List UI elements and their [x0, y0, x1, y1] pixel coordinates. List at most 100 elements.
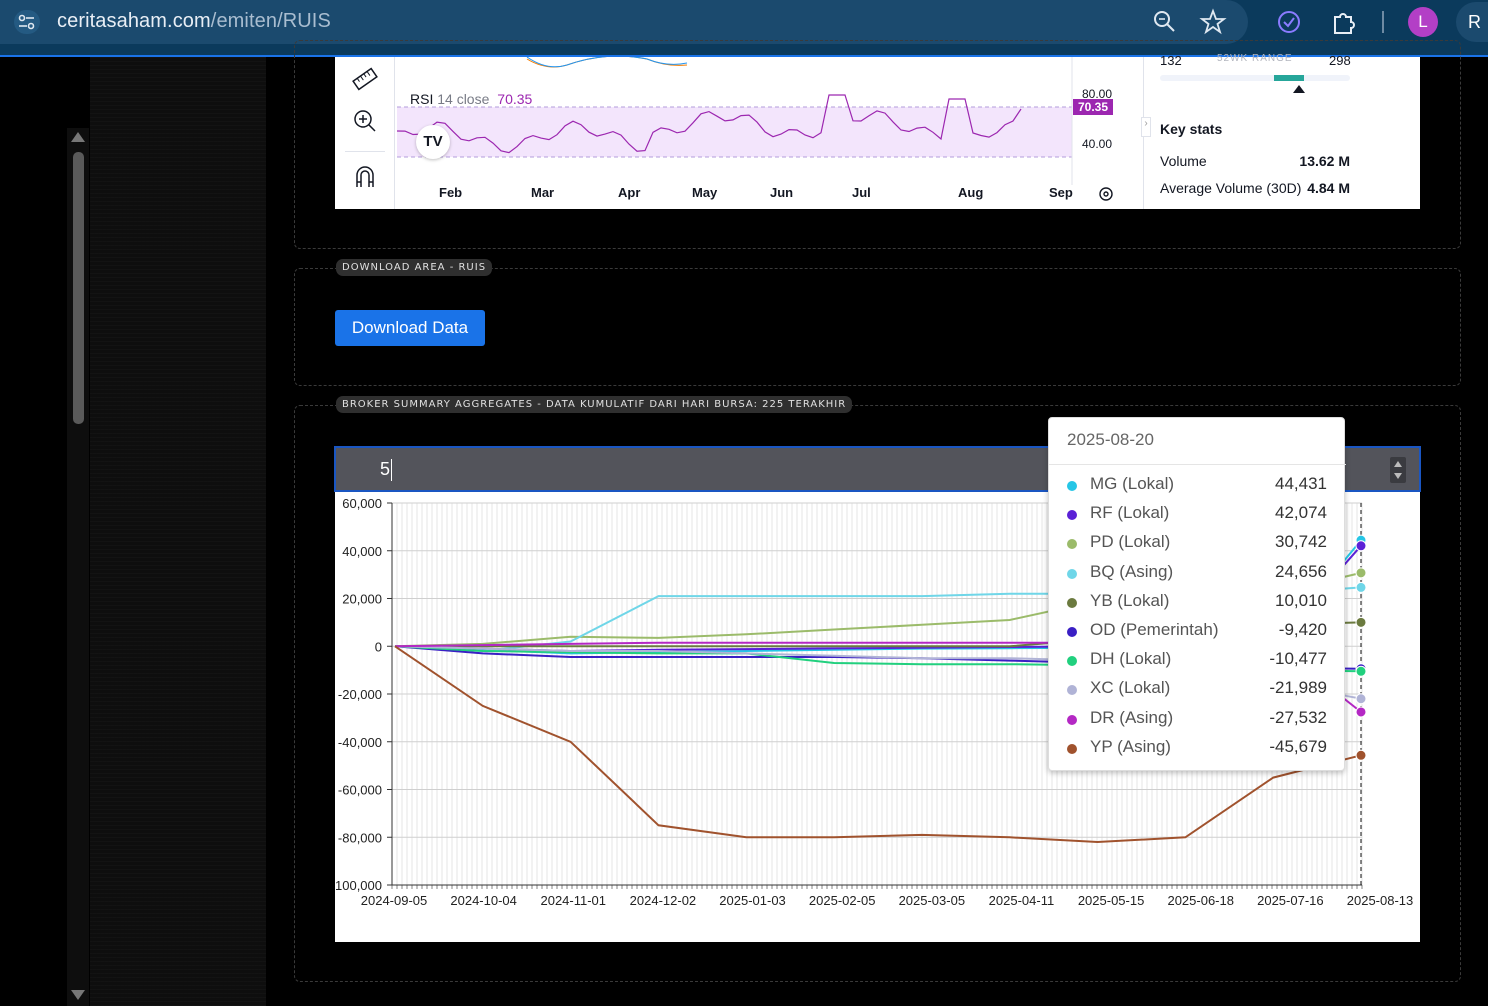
- tooltip-series-value: 30,742: [1275, 532, 1327, 552]
- y-tick-label: -60,000: [338, 783, 382, 798]
- series-endpoint-marker: [1355, 616, 1367, 628]
- series-dot-icon: [1067, 685, 1077, 696]
- y-tick-label: 20,000: [342, 592, 382, 607]
- range-marker-icon: [1293, 85, 1305, 93]
- avg-volume-label: Average Volume (30D): [1160, 180, 1302, 196]
- tooltip-row: MG (Lokal) 44,431: [1067, 474, 1329, 498]
- extensions-puzzle-icon[interactable]: [1330, 8, 1358, 36]
- tooltip-row: OD (Pemerintah) -9,420: [1067, 620, 1329, 644]
- settings-gear-icon[interactable]: [1097, 185, 1115, 208]
- tooltip-series-name: OD (Pemerintah): [1090, 620, 1219, 639]
- range-label: 52WK RANGE: [1217, 53, 1293, 64]
- tv-price-chart[interactable]: RSI 14 close 70.35 TV 80.00 70.35 40.00 …: [396, 55, 1142, 209]
- tooltip-series-name: BQ (Asing): [1090, 561, 1174, 581]
- tooltip-series-value: -27,532: [1269, 707, 1327, 727]
- rsi-pane: [396, 55, 1073, 185]
- side-tab[interactable]: R: [1456, 2, 1488, 42]
- x-tick-label: 2025-08-13: [1347, 893, 1414, 908]
- tooltip-series-value: -45,679: [1269, 736, 1327, 756]
- tooltip-row: DH (Lokal) -10,477: [1067, 649, 1329, 673]
- rsi-line: [396, 94, 1022, 154]
- site-settings-icon[interactable]: [14, 10, 40, 34]
- broker-panel-legend: BROKER SUMMARY AGGREGATES - DATA KUMULAT…: [336, 396, 853, 413]
- tooltip-row: YB (Lokal) 10,010: [1067, 591, 1329, 615]
- month-label-mar: Mar: [531, 185, 555, 200]
- address-bar[interactable]: ceritasaham.com/emiten/RUIS: [0, 0, 1248, 44]
- series-endpoint-marker: [1355, 567, 1367, 579]
- tooltip-series-value: 42,074: [1275, 503, 1327, 523]
- x-tick-label: 2025-04-11: [989, 893, 1055, 908]
- url-path: /emiten/RUIS: [210, 10, 331, 32]
- rsi-legend: RSI 14 close 70.35: [410, 91, 532, 107]
- series-dot-icon: [1067, 539, 1077, 550]
- avg-volume-value: 4.84 M: [1307, 180, 1350, 196]
- url-text[interactable]: ceritasaham.com/emiten/RUIS: [57, 10, 331, 33]
- browser-toolbar: ceritasaham.com/emiten/RUIS L R: [0, 0, 1488, 57]
- tooltip-row: PD (Lokal) 30,742: [1067, 532, 1329, 556]
- x-tick-label: 2025-01-03: [719, 893, 786, 908]
- tooltip-row: XC (Lokal) -21,989: [1067, 678, 1329, 702]
- x-tick-label: 2024-11-01: [540, 893, 606, 908]
- tooltip-row: BQ (Asing) 24,656: [1067, 562, 1329, 586]
- drawing-toolbar: [335, 57, 395, 209]
- tooltip-series-name: PD (Lokal): [1090, 532, 1171, 552]
- bookmark-star-icon[interactable]: [1199, 8, 1227, 36]
- tradingview-logo-icon[interactable]: TV: [416, 125, 450, 159]
- month-label-aug: Aug: [958, 185, 984, 200]
- chart-widget-panel: [294, 40, 1461, 249]
- series-endpoint-marker: [1355, 540, 1367, 552]
- x-tick-label: 2024-09-05: [361, 893, 428, 908]
- tooltip-series-name: DR (Asing): [1090, 707, 1174, 727]
- tooltip-series-name: RF (Lokal): [1090, 503, 1170, 523]
- rsi-label: RSI: [410, 91, 434, 107]
- number-spinner[interactable]: [1390, 457, 1406, 483]
- series-endpoint-marker: [1355, 693, 1367, 705]
- x-tick-label: 2025-05-15: [1078, 893, 1145, 908]
- tooltip-row: YP (Asing) -45,679: [1067, 737, 1329, 761]
- volume-label: Volume: [1160, 153, 1207, 169]
- rsi-band: [397, 107, 1072, 157]
- rsi-value-badge: 70.35: [1073, 99, 1114, 115]
- extension-check-icon[interactable]: [1275, 8, 1303, 36]
- broker-summary-panel: [294, 405, 1461, 982]
- ruler-icon[interactable]: [351, 65, 379, 98]
- collapse-chevron-icon[interactable]: ›: [1141, 117, 1151, 137]
- profile-avatar[interactable]: L: [1408, 7, 1438, 37]
- series-dot-icon: [1067, 481, 1077, 491]
- y-tick-label: -80,000: [338, 830, 382, 845]
- scroll-thumb[interactable]: [73, 152, 84, 424]
- tooltip-series-value: 24,656: [1275, 561, 1327, 581]
- tradingview-widget[interactable]: RSI 14 close 70.35 TV 80.00 70.35 40.00 …: [335, 53, 1420, 209]
- scroll-up-arrow-icon[interactable]: [71, 132, 85, 142]
- series-dot-icon: [1067, 568, 1077, 579]
- tooltip-date: 2025-08-20: [1067, 430, 1154, 449]
- toolbar-separator: [345, 151, 385, 152]
- series-dot-icon: [1067, 597, 1077, 608]
- series-dot-icon: [1067, 714, 1077, 725]
- tooltip-series-value: -9,420: [1278, 620, 1327, 639]
- series-line: [394, 645, 1362, 844]
- volume-value: 13.62 M: [1299, 153, 1350, 169]
- zoom-in-icon[interactable]: [351, 107, 379, 140]
- tooltip-row: RF (Lokal) 42,074: [1067, 503, 1329, 527]
- rsi-value: 70.35: [497, 91, 533, 107]
- magnet-icon[interactable]: [351, 163, 379, 196]
- month-label-apr: Apr: [618, 185, 641, 200]
- rsi-params: 14 close: [437, 91, 490, 107]
- y-tick-label: -100,000: [335, 878, 382, 893]
- download-data-button[interactable]: Download Data: [335, 310, 485, 346]
- range-high: 298: [1329, 53, 1351, 68]
- tooltip-series-name: YP (Asing): [1090, 736, 1171, 756]
- x-tick-label: 2024-10-04: [450, 893, 517, 908]
- range-fill: [1274, 75, 1304, 81]
- vertical-scrollbar[interactable]: [67, 128, 89, 1006]
- tooltip-series-name: DH (Lokal): [1090, 649, 1172, 669]
- download-panel-legend: DOWNLOAD AREA - RUIS: [336, 259, 493, 276]
- x-tick-label: 2024-12-02: [630, 893, 697, 908]
- zoom-icon[interactable]: [1151, 8, 1179, 36]
- tooltip-series-name: MG (Lokal): [1090, 474, 1175, 493]
- macd-line-blue: [526, 55, 688, 68]
- tooltip-separator: [1049, 464, 1346, 465]
- scroll-down-arrow-icon[interactable]: [71, 990, 85, 1000]
- series-dot-icon: [1067, 627, 1077, 637]
